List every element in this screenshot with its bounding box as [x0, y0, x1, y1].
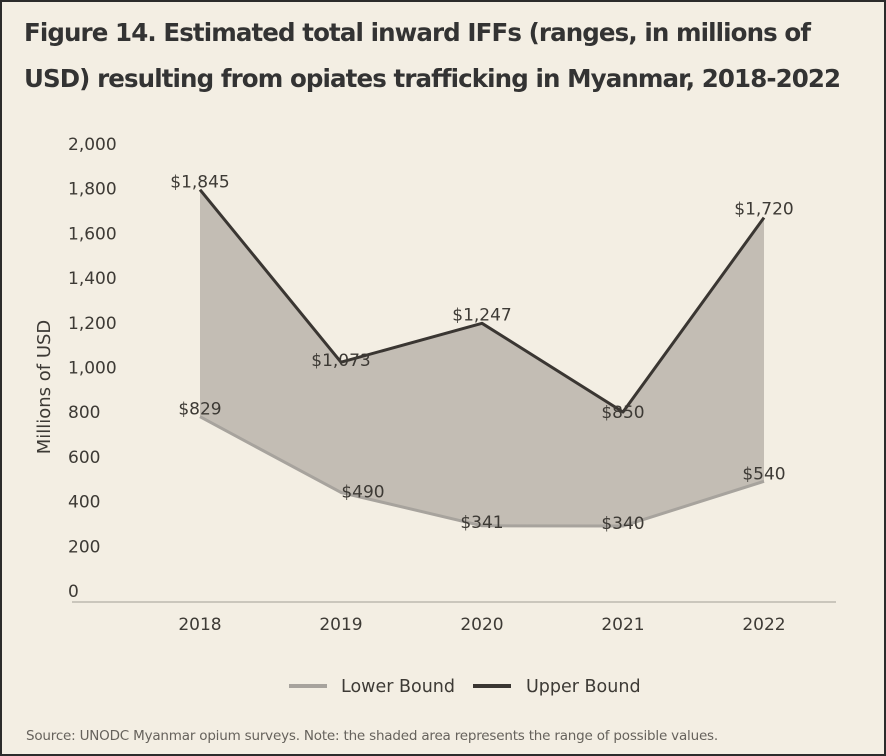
source-note: Source: UNODC Myanmar opium surveys. Not…	[26, 728, 718, 744]
legend-label-upper-bound: Upper Bound	[526, 677, 641, 697]
lower-bound-data-label: $340	[601, 514, 644, 534]
lower-bound-data-label: $540	[742, 464, 785, 484]
lower-bound-line	[199, 415, 765, 528]
x-tick-label: 2022	[742, 615, 785, 635]
y-tick-label: 800	[68, 403, 100, 423]
y-tick-label: 1,000	[68, 359, 117, 379]
upper-bound-data-label: $850	[601, 403, 644, 423]
upper-bound-data-label: $1,720	[734, 200, 793, 220]
y-tick-label: 200	[68, 537, 100, 557]
y-tick-label: 1,200	[68, 314, 117, 334]
lower-bound-data-label: $829	[178, 400, 221, 420]
y-tick-label: 1,600	[68, 224, 117, 244]
y-tick-label: 600	[68, 448, 100, 468]
upper-bound-data-label: $1,247	[452, 305, 511, 325]
y-tick-label: 400	[68, 493, 100, 513]
y-tick-label: 1,400	[68, 269, 117, 289]
chart-title: Figure 14. Estimated total inward IFFs (…	[24, 18, 841, 93]
upper-bound-data-label: $1,073	[311, 351, 370, 371]
x-tick-label: 2019	[319, 615, 362, 635]
range-band	[200, 189, 764, 527]
upper-bound-data-label: $1,845	[170, 173, 229, 193]
x-tick-label: 2021	[601, 615, 644, 635]
y-tick-label: 1,800	[68, 180, 117, 200]
x-tick-label: 2020	[460, 615, 503, 635]
y-axis-label: Millions of USD	[34, 320, 55, 455]
legend: Lower Bound Upper Bound	[289, 677, 641, 697]
lower-bound-data-label: $341	[460, 513, 503, 533]
y-tick-label: 0	[68, 582, 79, 602]
lower-bound-data-label: $490	[341, 482, 384, 502]
legend-label-lower-bound: Lower Bound	[341, 677, 455, 697]
y-tick-label: 2,000	[68, 135, 117, 155]
x-tick-label: 2018	[178, 615, 221, 635]
upper-bound-line	[198, 188, 766, 414]
